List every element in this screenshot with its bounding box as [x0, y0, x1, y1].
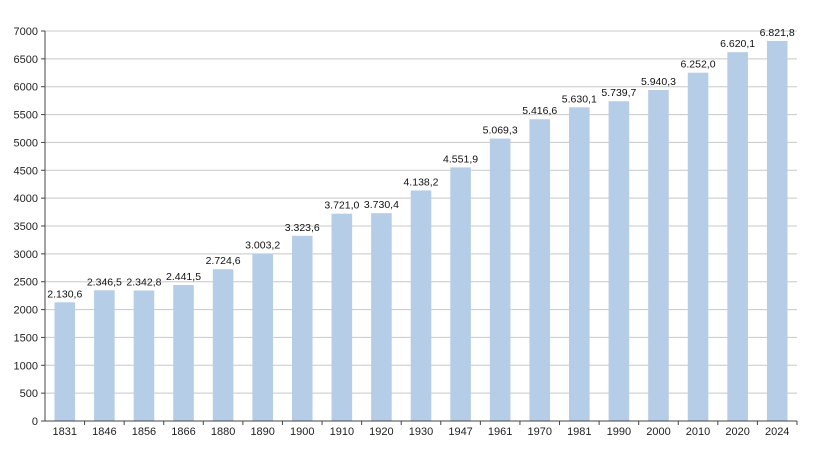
bar-2000 — [648, 90, 669, 421]
x-tick-label-1856: 1856 — [132, 426, 156, 438]
x-tick-label-1970: 1970 — [527, 426, 551, 438]
bar-1947 — [450, 167, 471, 421]
bar-1866 — [173, 284, 194, 421]
data-label-2024: 6.821,8 — [760, 27, 795, 39]
bars — [54, 40, 788, 422]
bar-1900 — [291, 235, 313, 421]
x-tick-label-1910: 1910 — [330, 426, 354, 438]
x-tick-label-1981: 1981 — [567, 426, 591, 438]
bar-2010 — [687, 72, 709, 421]
y-tick-label: 0 — [32, 416, 38, 428]
axes: 0 500 1000 1500 2000 2500 3000 3500 4000 4500 5000… — [14, 26, 798, 438]
bar-1890 — [252, 253, 273, 421]
y-tick-label: 6000 — [14, 82, 38, 94]
x-tick-label-1866: 1866 — [171, 426, 195, 438]
bar-1961 — [489, 138, 511, 421]
data-label-1831: 2.130,6 — [47, 288, 82, 300]
x-tick-label-1920: 1920 — [369, 426, 393, 438]
x-tick-label-2010: 2010 — [686, 426, 710, 438]
y-tick-label: 3000 — [14, 249, 38, 261]
data-label-1856: 2.342,8 — [126, 276, 161, 288]
y-tick-label: 2000 — [14, 305, 38, 317]
y-tick-label: 4500 — [14, 165, 38, 177]
bar-1856 — [133, 290, 155, 421]
data-label-1910: 3.721,0 — [324, 200, 359, 212]
data-label-2020: 6.620,1 — [720, 38, 755, 50]
data-label-1900: 3.323,6 — [285, 222, 320, 234]
y-tick-label: 6500 — [14, 54, 38, 66]
bar-1880 — [212, 269, 234, 421]
x-tick-label-1900: 1900 — [290, 426, 314, 438]
y-tick-label: 3500 — [14, 221, 38, 233]
x-tick-label-1961: 1961 — [488, 426, 512, 438]
x-tick-label-1930: 1930 — [409, 426, 433, 438]
y-tick-label: 7000 — [14, 26, 38, 38]
bar-1981 — [569, 107, 590, 421]
y-tick-label: 5000 — [14, 137, 38, 149]
y-tick-label: 2500 — [14, 277, 38, 289]
x-tick-label-2024: 2024 — [765, 426, 789, 438]
x-tick-label-2000: 2000 — [646, 426, 670, 438]
x-tick-label-1880: 1880 — [211, 426, 235, 438]
x-tick-label-1831: 1831 — [53, 426, 77, 438]
y-tick-label: 1000 — [14, 360, 38, 372]
data-label-1920: 3.730,4 — [364, 199, 399, 211]
data-label-1981: 5.630,1 — [562, 93, 597, 105]
bar-1930 — [410, 190, 432, 421]
data-label-1961: 5.069,3 — [483, 125, 518, 137]
y-tick-label: 1500 — [14, 332, 38, 344]
data-label-1866: 2.441,5 — [166, 271, 201, 283]
data-label-2000: 5.940,3 — [641, 76, 676, 88]
data-label-1990: 5.739,7 — [601, 87, 636, 99]
data-label-1846: 2.346,5 — [87, 276, 122, 288]
data-label-1930: 4.138,2 — [403, 176, 438, 188]
bar-1831 — [54, 302, 76, 421]
bar-2020 — [727, 52, 748, 421]
y-tick-label: 4000 — [14, 193, 38, 205]
data-label-2010: 6.252,0 — [681, 59, 716, 71]
x-tick-label-2020: 2020 — [725, 426, 749, 438]
data-labels: 2.130,6 2.346,5 2.342,8 2.441,5 2.724,6 3.003… — [47, 27, 795, 300]
x-tick-label-1890: 1890 — [250, 426, 274, 438]
bar-1846 — [94, 290, 115, 421]
y-tick-label: 500 — [20, 388, 38, 400]
data-label-1880: 2.724,6 — [206, 255, 241, 267]
bar-2024 — [766, 40, 788, 422]
x-tick-label-1990: 1990 — [607, 426, 631, 438]
data-label-1970: 5.416,6 — [522, 105, 557, 117]
bar-1920 — [371, 213, 392, 421]
bar-1970 — [529, 119, 551, 421]
x-tick-label-1846: 1846 — [92, 426, 116, 438]
bar-1990 — [608, 101, 630, 422]
bar-1910 — [331, 213, 353, 421]
data-label-1947: 4.551,9 — [443, 153, 478, 165]
x-tick-label-1947: 1947 — [448, 426, 472, 438]
data-label-1890: 3.003,2 — [245, 240, 280, 252]
y-tick-label: 5500 — [14, 110, 38, 122]
